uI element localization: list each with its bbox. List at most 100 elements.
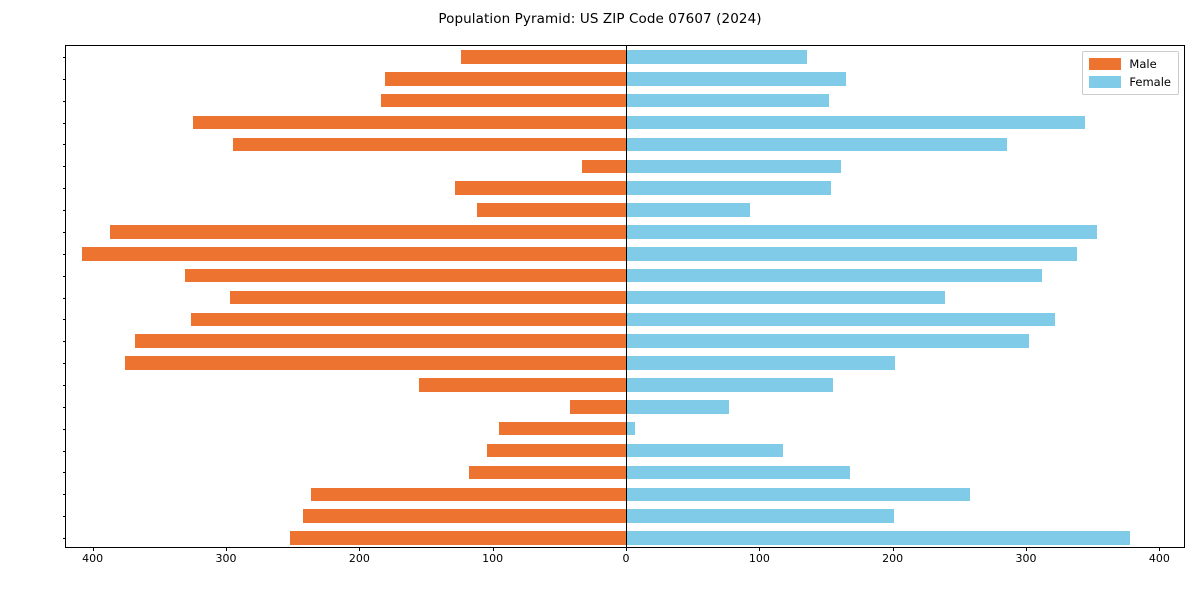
bar-female: [626, 225, 1097, 239]
bar-female: [626, 290, 945, 305]
x-tick-label: 200: [882, 552, 904, 565]
bar-female: [626, 115, 1085, 130]
bar-female: [626, 93, 829, 108]
bar-male: [468, 465, 626, 480]
bar-row: [66, 465, 1184, 480]
bar-female: [626, 334, 1029, 348]
chart-title: Population Pyramid: US ZIP Code 07607 (2…: [438, 11, 762, 27]
x-tick-mark: [1159, 547, 1161, 551]
bar-female: [626, 465, 850, 480]
bar-row: [66, 137, 1184, 152]
bar-male: [311, 487, 626, 502]
y-tick-mark: [62, 56, 66, 58]
y-tick-mark: [62, 100, 66, 102]
bar-female: [626, 203, 750, 217]
x-tick-label: 0: [622, 552, 630, 565]
bar-row: [66, 93, 1184, 108]
y-tick-mark: [62, 319, 66, 321]
bar-male: [290, 531, 626, 545]
y-tick-mark: [62, 144, 66, 146]
bar-female: [626, 268, 1042, 283]
bar-female: [626, 443, 784, 458]
bars-layer: [66, 46, 1184, 547]
bar-male: [135, 334, 626, 348]
bar-female: [626, 72, 846, 86]
y-tick-mark: [62, 538, 66, 540]
bar-row: [66, 400, 1184, 414]
bar-male: [184, 268, 626, 283]
bar-male: [487, 443, 626, 458]
bar-male: [499, 421, 626, 436]
bar-female: [626, 137, 1008, 152]
y-tick-mark: [62, 78, 66, 80]
bar-row: [66, 290, 1184, 305]
y-tick-mark: [62, 406, 66, 408]
bar-row: [66, 421, 1184, 436]
bar-male: [191, 312, 626, 327]
x-tick-label: 300: [1015, 552, 1037, 565]
bar-female: [626, 246, 1077, 261]
bar-row: [66, 378, 1184, 392]
x-tick-label: 200: [348, 552, 370, 565]
x-tick-label: 300: [215, 552, 237, 565]
chart-legend: Male Female: [1082, 51, 1179, 95]
x-tick-label: 400: [82, 552, 104, 565]
bar-row: [66, 268, 1184, 283]
y-tick-mark: [62, 363, 66, 365]
bar-male: [384, 72, 626, 86]
bar-row: [66, 159, 1184, 174]
bar-row: [66, 72, 1184, 86]
x-tick-label: 100: [748, 552, 770, 565]
bar-male: [82, 246, 626, 261]
bar-female: [626, 312, 1056, 327]
bar-male: [380, 93, 626, 108]
legend-label: Male: [1129, 57, 1157, 71]
bar-row: [66, 246, 1184, 261]
bar-row: [66, 334, 1184, 348]
bar-female: [626, 378, 833, 392]
y-tick-mark: [62, 472, 66, 474]
x-tick-label: 400: [1148, 552, 1170, 565]
bar-row: [66, 443, 1184, 458]
y-tick-mark: [62, 516, 66, 518]
bar-row: [66, 181, 1184, 195]
y-tick-mark: [62, 297, 66, 299]
bar-row: [66, 531, 1184, 545]
y-tick-mark: [62, 166, 66, 168]
y-tick-mark: [62, 384, 66, 386]
bar-row: [66, 225, 1184, 239]
y-tick-mark: [62, 275, 66, 277]
bar-female: [626, 50, 808, 64]
bar-female: [626, 400, 729, 414]
legend-label: Female: [1129, 75, 1171, 89]
bar-male: [570, 400, 626, 414]
bar-row: [66, 509, 1184, 523]
bar-male: [455, 181, 626, 195]
x-tick-mark: [226, 547, 227, 551]
y-tick-mark: [62, 188, 66, 190]
bar-male: [232, 137, 626, 152]
bar-row: [66, 203, 1184, 217]
legend-entry-female: Female: [1089, 75, 1171, 89]
bar-female: [626, 487, 970, 502]
x-tick-mark: [492, 547, 494, 551]
bar-male: [476, 203, 626, 217]
center-axis-line: [626, 46, 627, 547]
x-tick-mark: [759, 547, 761, 551]
x-tick-mark: [892, 547, 894, 551]
x-tick-mark: [92, 547, 94, 551]
bar-male: [124, 356, 626, 370]
y-tick-mark: [62, 341, 66, 343]
x-tick-mark: [626, 547, 627, 551]
y-tick-mark: [62, 428, 66, 430]
bar-male: [582, 159, 626, 174]
bar-female: [626, 421, 636, 436]
y-tick-mark: [62, 253, 66, 255]
bar-row: [66, 487, 1184, 502]
legend-swatch-icon: [1089, 76, 1122, 88]
bar-male: [230, 290, 626, 305]
x-tick-mark: [1026, 547, 1027, 551]
bar-male: [460, 50, 626, 64]
